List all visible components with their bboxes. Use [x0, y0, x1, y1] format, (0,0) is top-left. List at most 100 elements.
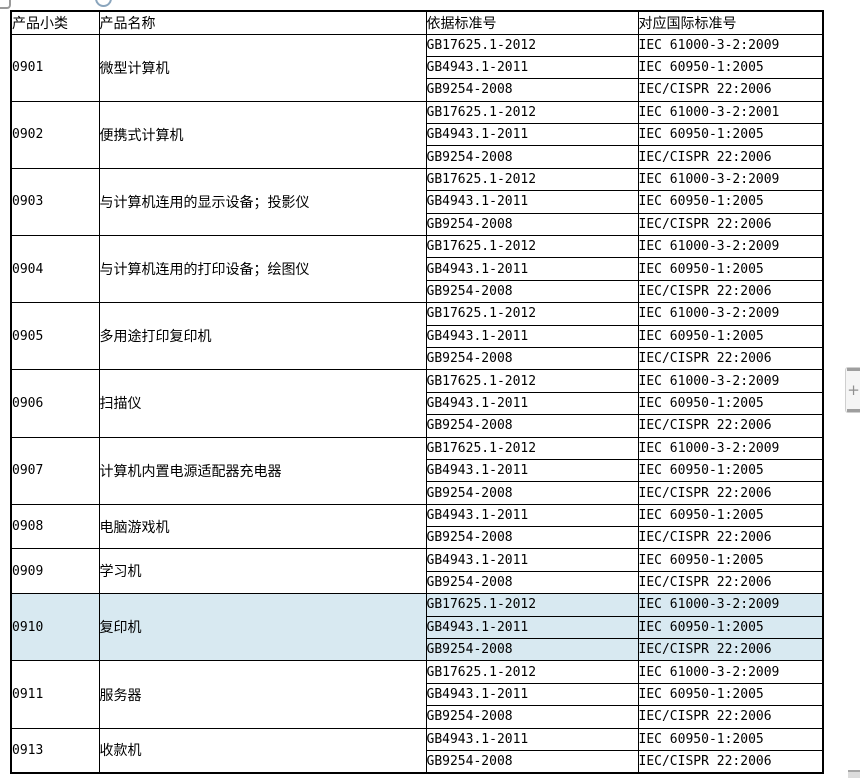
table-row: GB9254-2008 IEC/CISPR 22:2006 [11, 414, 824, 438]
cutoff-bottom-right-fragment [848, 770, 860, 778]
header-gb-standard: 依据标准号 [425, 10, 639, 35]
gb-standard-cell: GB9254-2008 [425, 705, 639, 729]
iec-standard-cell: IEC 61000-3-2:2009 [637, 660, 824, 684]
header-iec-standard: 对应国际标准号 [637, 10, 824, 35]
table-row: 0906 扫描仪 GB17625.1-2012 IEC 61000-3-2:2009 [10, 369, 824, 438]
product-name-cell: 与计算机连用的显示设备；投影仪 [98, 167, 427, 237]
table-row: GB4943.1-2011 IEC 60950-1:2005 [11, 55, 824, 80]
iec-standard-cell: IEC 61000-3-2:2009 [637, 167, 824, 192]
gb-standard-cell: GB9254-2008 [425, 638, 639, 662]
table-row: 0910 复印机 GB17625.1-2012 IEC 61000-3-2:2009 [10, 593, 824, 662]
widget-top-cap [847, 368, 860, 371]
gb-standard-cell: GB9254-2008 [425, 749, 639, 774]
gb-standard-cell: GB17625.1-2012 [425, 660, 639, 684]
product-subclass-cell: 0904 [10, 235, 100, 304]
product-subclass-cell: 0907 [10, 436, 100, 505]
product-subclass-cell: 0913 [10, 727, 100, 774]
gb-standard-cell: GB4943.1-2011 [425, 727, 639, 752]
gb-standard-cell: GB4943.1-2011 [425, 458, 639, 483]
header-product-name: 产品名称 [98, 10, 427, 35]
iec-standard-cell: IEC/CISPR 22:2006 [637, 481, 824, 505]
product-name-cell: 微型计算机 [98, 33, 427, 102]
gb-standard-cell: GB4943.1-2011 [425, 503, 639, 528]
table-row: 0903 与计算机连用的显示设备；投影仪 GB17625.1-2012 IEC 610… [10, 167, 824, 237]
table-row: GB9254-2008 IEC/CISPR 22:2006 [11, 212, 824, 237]
iec-standard-cell: IEC 60950-1:2005 [637, 682, 824, 707]
table-row: 0909 学习机 GB4943.1-2011 IEC 60950-1:2005 [10, 548, 824, 595]
gb-standard-cell: GB9254-2008 [425, 279, 639, 304]
gb-standard-cell: GB4943.1-2011 [425, 55, 639, 80]
product-name-cell: 服务器 [98, 660, 427, 729]
table-row: GB9254-2008 IEC/CISPR 22:2006 [11, 570, 824, 595]
table-row: 0905 多用途打印复印机 GB17625.1-2012 IEC 61000-3-2:… [10, 302, 824, 371]
table-row: 0904 与计算机连用的打印设备；绘图仪 GB17625.1-2012 IEC 610… [10, 235, 824, 304]
gb-standard-cell: GB17625.1-2012 [425, 302, 639, 326]
table-row: GB9254-2008 IEC/CISPR 22:2006 [11, 526, 824, 550]
table-row: 0901 微型计算机 GB17625.1-2012 IEC 61000-3-2:200… [10, 33, 824, 102]
gb-standard-cell: GB9254-2008 [425, 78, 639, 102]
iec-standard-cell: IEC 61000-3-2:2009 [637, 302, 824, 326]
product-name-cell: 收款机 [98, 727, 427, 774]
iec-standard-cell: IEC/CISPR 22:2006 [637, 705, 824, 729]
table-scroll-plus-widget[interactable]: + [845, 367, 860, 413]
product-subclass-cell: 0903 [10, 167, 100, 237]
plus-icon: + [847, 381, 860, 399]
iec-standard-cell: IEC 60950-1:2005 [637, 123, 824, 147]
product-name-cell: 多用途打印复印机 [98, 302, 427, 371]
product-subclass-cell: 0909 [10, 548, 100, 595]
gb-standard-cell: GB4943.1-2011 [425, 123, 639, 147]
table-row: GB4943.1-2011 IEC 60950-1:2005 [11, 123, 824, 147]
iec-standard-cell: IEC 60950-1:2005 [637, 190, 824, 214]
table-row: GB4943.1-2011 IEC 60950-1:2005 [11, 190, 824, 214]
gb-standard-cell: GB17625.1-2012 [425, 100, 639, 125]
iec-standard-cell: IEC 60950-1:2005 [637, 324, 824, 348]
product-name-cell: 复印机 [98, 593, 427, 662]
iec-standard-cell: IEC 60950-1:2005 [637, 257, 824, 281]
table-row: GB9254-2008 IEC/CISPR 22:2006 [11, 481, 824, 505]
product-name-cell: 计算机内置电源适配器充电器 [98, 436, 427, 505]
iec-standard-cell: IEC/CISPR 22:2006 [637, 145, 824, 169]
gb-standard-cell: GB17625.1-2012 [425, 33, 639, 57]
gb-standard-cell: GB9254-2008 [425, 526, 639, 550]
gb-standard-cell: GB4943.1-2011 [425, 615, 639, 640]
product-name-cell: 扫描仪 [98, 369, 427, 438]
product-name-cell: 电脑游戏机 [98, 503, 427, 550]
gb-standard-cell: GB4943.1-2011 [425, 324, 639, 348]
iec-standard-cell: IEC/CISPR 22:2006 [637, 526, 824, 550]
iec-standard-cell: IEC 61000-3-2:2001 [637, 100, 824, 125]
table-row: GB9254-2008 IEC/CISPR 22:2006 [11, 279, 824, 304]
standards-table-body: 0901 微型计算机 GB17625.1-2012 IEC 61000-3-2:200… [10, 33, 824, 774]
table-row: GB9254-2008 IEC/CISPR 22:2006 [11, 346, 824, 371]
gb-standard-cell: GB4943.1-2011 [425, 548, 639, 572]
table-row: 0907 计算机内置电源适配器充电器 GB17625.1-2012 IEC 61000… [10, 436, 824, 505]
iec-standard-cell: IEC 60950-1:2005 [637, 548, 824, 572]
iec-standard-cell: IEC 60950-1:2005 [637, 727, 824, 752]
table-row: GB9254-2008 IEC/CISPR 22:2006 [11, 749, 824, 774]
iec-standard-cell: IEC/CISPR 22:2006 [637, 749, 824, 774]
cutoff-circle-fragment [95, 0, 112, 7]
iec-standard-cell: IEC/CISPR 22:2006 [637, 78, 824, 102]
gb-standard-cell: GB4943.1-2011 [425, 190, 639, 214]
gb-standard-cell: GB17625.1-2012 [425, 436, 639, 460]
table-row: GB9254-2008 IEC/CISPR 22:2006 [11, 705, 824, 729]
iec-standard-cell: IEC 61000-3-2:2009 [637, 235, 824, 259]
product-subclass-cell: 0910 [10, 593, 100, 662]
iec-standard-cell: IEC 60950-1:2005 [637, 458, 824, 483]
product-subclass-cell: 0906 [10, 369, 100, 438]
table-row: 0913 收款机 GB4943.1-2011 IEC 60950-1:2005 [10, 727, 824, 774]
gb-standard-cell: GB4943.1-2011 [425, 391, 639, 416]
gb-standard-cell: GB4943.1-2011 [425, 682, 639, 707]
table-row: 0902 便携式计算机 GB17625.1-2012 IEC 61000-3-2:20… [10, 100, 824, 169]
iec-standard-cell: IEC 61000-3-2:2009 [637, 33, 824, 57]
iec-standard-cell: IEC 61000-3-2:2009 [637, 436, 824, 460]
gb-standard-cell: GB9254-2008 [425, 145, 639, 169]
gb-standard-cell: GB9254-2008 [425, 481, 639, 505]
table-row: GB4943.1-2011 IEC 60950-1:2005 [11, 257, 824, 281]
gb-standard-cell: GB9254-2008 [425, 570, 639, 595]
product-subclass-cell: 0901 [10, 33, 100, 102]
table-row: 0911 服务器 GB17625.1-2012 IEC 61000-3-2:2009 [10, 660, 824, 729]
table-row: 0908 电脑游戏机 GB4943.1-2011 IEC 60950-1:2005 [10, 503, 824, 550]
iec-standard-cell: IEC 60950-1:2005 [637, 503, 824, 528]
iec-standard-cell: IEC/CISPR 22:2006 [637, 346, 824, 371]
